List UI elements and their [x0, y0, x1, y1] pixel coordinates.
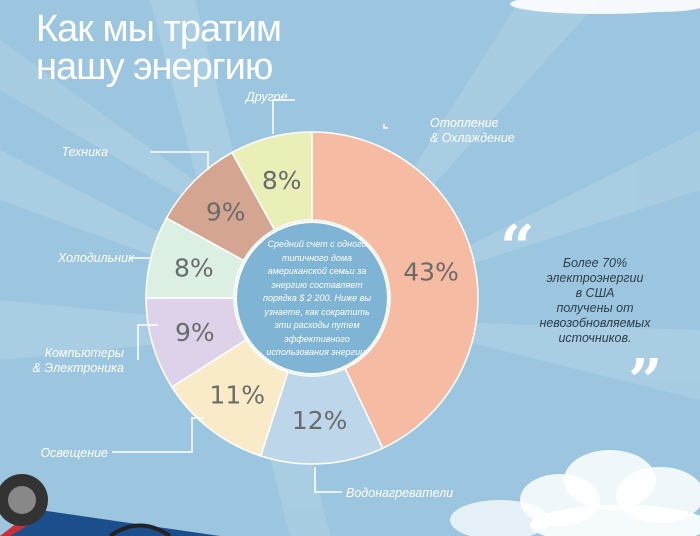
page-title: Как мы тратим нашу энергию	[36, 8, 282, 88]
quote-line: в США	[575, 286, 615, 300]
slice-percent-label: 8%	[174, 254, 214, 283]
leader-line	[137, 324, 158, 360]
cloud-top-icon	[510, 0, 700, 14]
leader-line	[150, 151, 209, 170]
slice-category-label: Водонагреватели	[346, 486, 453, 500]
slice-percent-label: 43%	[403, 257, 459, 286]
leader-line	[383, 124, 388, 129]
slice-category-label: Техника	[61, 145, 108, 159]
donut-slice	[231, 131, 313, 231]
quote-line: электроэнергии	[546, 271, 644, 285]
quote-line: невозобновляемых	[539, 316, 651, 330]
leader-line	[272, 99, 295, 134]
slice-category-label: Другое	[244, 90, 288, 104]
slice-percent-label: 11%	[209, 380, 265, 409]
donut-hole	[235, 221, 389, 375]
slice-percent-label: 9%	[175, 318, 215, 347]
chart-center-caption: Средний счет с одного типичного дома аме…	[263, 239, 371, 357]
quote-line: Более 70%	[562, 256, 628, 270]
slice-category-label: Отопление	[430, 116, 499, 130]
donut-slice	[311, 131, 479, 450]
title-line-1: Как мы тратим	[36, 8, 282, 50]
slice-category-label: Компьютеры	[45, 346, 124, 360]
quote-line: получены от	[556, 301, 634, 315]
quote-text: Более 70% электроэнергии в США получены …	[520, 256, 670, 346]
slice-percent-label: 8%	[262, 166, 302, 195]
open-quote-icon: “	[500, 213, 535, 283]
leader-line	[314, 467, 342, 493]
quote-line: источников.	[558, 331, 632, 345]
slice-category-label: & Электроника	[33, 361, 124, 375]
slice-percent-label: 9%	[206, 198, 246, 227]
slice-category-label: Освещение	[40, 446, 108, 460]
slice-category-label: Холодильник	[57, 251, 135, 265]
close-quote-icon: ”	[628, 347, 663, 417]
title-line-2: нашу энергию	[36, 46, 273, 88]
cloud-bottom-icon	[450, 450, 700, 536]
leader-line	[112, 417, 204, 453]
slice-percent-label: 12%	[292, 406, 348, 435]
slice-category-label: & Охлаждение	[430, 131, 515, 145]
